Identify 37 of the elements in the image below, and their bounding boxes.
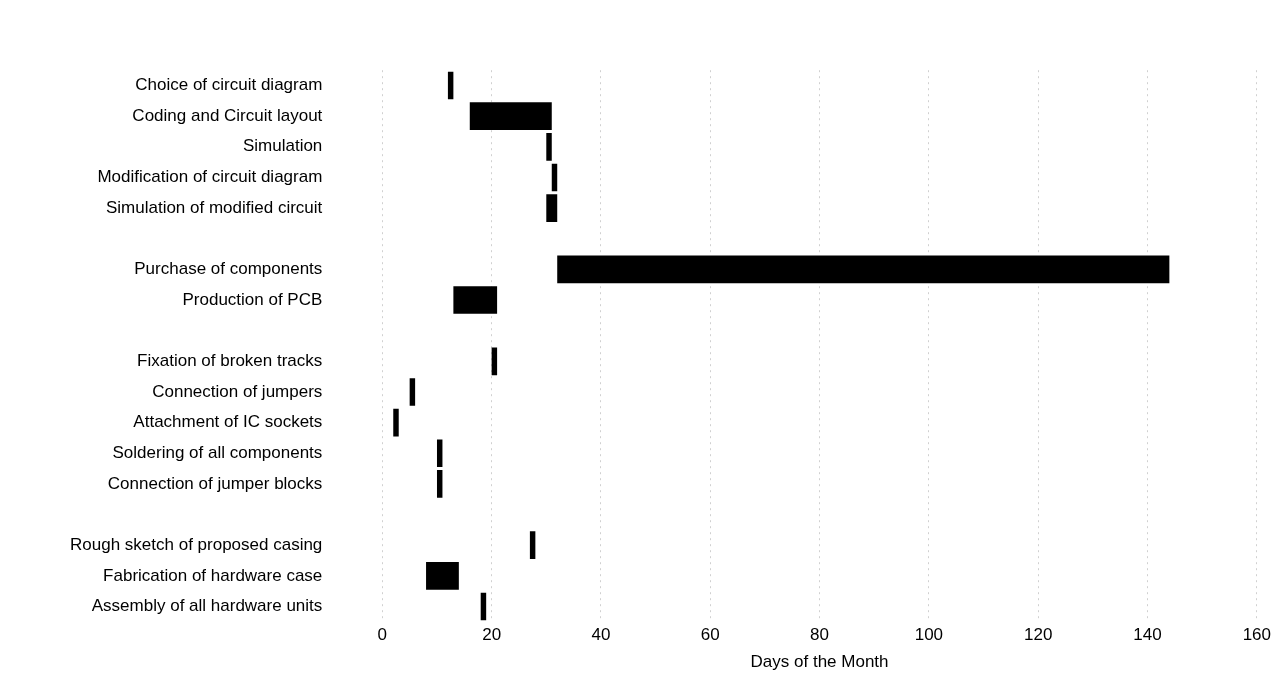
bar bbox=[426, 562, 459, 590]
y-tick-label: Assembly of all hardware units bbox=[91, 596, 323, 616]
x-tick-label: 0 bbox=[377, 624, 388, 644]
x-tick-label: 40 bbox=[591, 624, 611, 644]
y-tick-label: Simulation bbox=[242, 136, 323, 156]
bar bbox=[546, 194, 558, 222]
bar bbox=[529, 531, 536, 560]
y-tick-label: Connection of jumper blocks bbox=[107, 473, 323, 493]
x-tick-label: 20 bbox=[482, 624, 502, 644]
bar bbox=[469, 102, 552, 130]
bar bbox=[393, 408, 399, 437]
x-tick-label: 60 bbox=[700, 624, 720, 644]
y-tick-label: Production of PCB bbox=[182, 289, 323, 309]
x-tick-label: 160 bbox=[1242, 624, 1272, 644]
y-tick-label: Purchase of components bbox=[134, 259, 323, 279]
x-axis-title: Days of the Month bbox=[750, 652, 889, 672]
x-tick-label: 120 bbox=[1024, 624, 1053, 644]
y-tick-label: Choice of circuit diagram bbox=[135, 75, 323, 95]
bar bbox=[436, 470, 443, 498]
bar bbox=[436, 439, 443, 468]
bar bbox=[453, 286, 498, 314]
bar bbox=[557, 255, 1170, 284]
y-tick-label: Attachment of IC sockets bbox=[133, 412, 323, 432]
bar bbox=[491, 347, 498, 376]
bar bbox=[546, 132, 552, 161]
y-tick-label: Fixation of broken tracks bbox=[137, 351, 323, 371]
y-tick-label: Connection of jumpers bbox=[152, 381, 323, 401]
y-tick-label: Fabrication of hardware case bbox=[103, 565, 323, 585]
x-tick-label: 140 bbox=[1133, 624, 1162, 644]
x-tick-label: 100 bbox=[914, 624, 944, 644]
y-tick-label: Simulation of modified circuit bbox=[105, 197, 323, 217]
bar bbox=[409, 378, 416, 406]
y-tick-label: Coding and Circuit layout bbox=[132, 105, 323, 125]
x-tick-label: 80 bbox=[810, 624, 830, 644]
y-tick-label: Soldering of all components bbox=[112, 442, 323, 462]
y-tick-label: Rough sketch of proposed casing bbox=[70, 534, 323, 554]
y-tick-label: Modification of circuit diagram bbox=[97, 167, 323, 187]
